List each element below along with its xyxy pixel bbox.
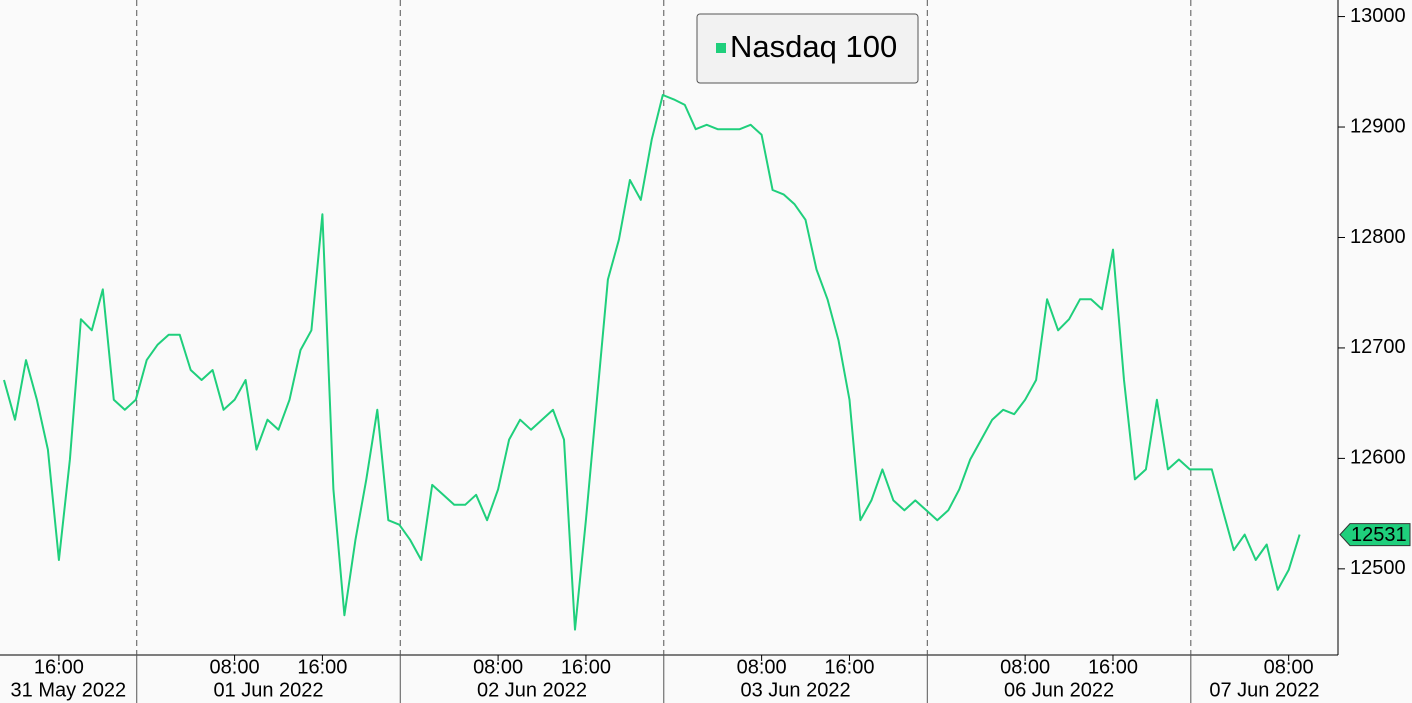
y-tick-label: 12700 <box>1350 336 1406 358</box>
y-tick-label: 12800 <box>1350 226 1406 248</box>
x-tick-label: 16:00 <box>1088 656 1138 678</box>
y-tick-label: 12500 <box>1350 557 1406 579</box>
date-label: 06 Jun 2022 <box>1004 679 1114 701</box>
x-tick-label: 16:00 <box>824 656 874 678</box>
legend-box <box>696 13 919 84</box>
y-tick-label: 13000 <box>1350 5 1406 27</box>
date-label: 07 Jun 2022 <box>1209 679 1319 701</box>
date-label: 31 May 2022 <box>11 679 127 701</box>
date-label: 03 Jun 2022 <box>740 679 850 701</box>
x-tick-label: 16:00 <box>561 656 611 678</box>
x-tick-label: 08:00 <box>473 656 523 678</box>
price-line <box>3 94 1301 631</box>
last-value-tag <box>1339 523 1411 547</box>
date-label: 02 Jun 2022 <box>477 679 587 701</box>
legend: Nasdaq 100 <box>696 13 919 84</box>
last-value-label: 12531 <box>1351 524 1407 546</box>
legend-swatch <box>716 43 726 53</box>
x-tick-label: 08:00 <box>210 656 260 678</box>
date-label: 01 Jun 2022 <box>213 679 323 701</box>
x-tick-label: 08:00 <box>1264 656 1314 678</box>
legend-label: Nasdaq 100 <box>730 29 897 64</box>
x-tick-label: 16:00 <box>34 656 84 678</box>
y-tick-label: 12600 <box>1350 447 1406 469</box>
x-tick-label: 08:00 <box>737 656 787 678</box>
y-tick-label: 12900 <box>1350 115 1406 137</box>
x-tick-label: 08:00 <box>1000 656 1050 678</box>
x-tick-label: 16:00 <box>297 656 347 678</box>
